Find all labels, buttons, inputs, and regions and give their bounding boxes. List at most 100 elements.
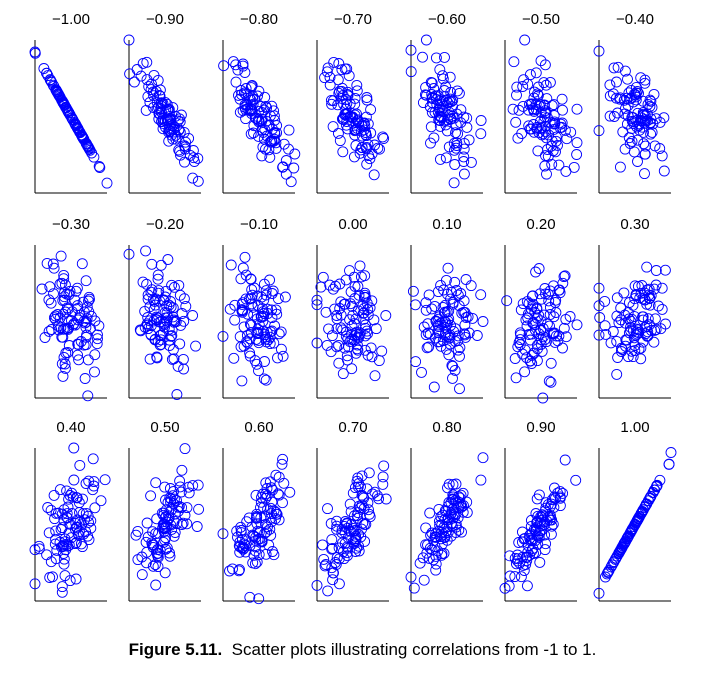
scatter-point: [277, 497, 288, 509]
scatter-point: [174, 475, 186, 487]
scatter-point: [611, 292, 623, 304]
scatter-point: [280, 168, 292, 180]
scatter-point: [236, 375, 248, 387]
scatter-point: [558, 271, 570, 283]
scatter-point: [266, 516, 277, 528]
scatter-point: [351, 108, 362, 120]
scatter-point: [73, 530, 85, 541]
scatter-point: [327, 283, 339, 295]
scatter-point: [454, 350, 465, 362]
scatter-point: [504, 570, 516, 582]
scatter-point: [82, 140, 94, 152]
scatter-point: [359, 322, 371, 334]
scatter-point: [453, 524, 465, 536]
scatter-point: [539, 59, 551, 71]
scatter-point: [29, 544, 41, 556]
scatter-point: [570, 474, 582, 486]
scatter-point: [434, 95, 446, 107]
scatter-point: [422, 539, 433, 551]
scatter-point: [439, 51, 450, 63]
scatter-point: [101, 177, 113, 189]
scatter-point: [74, 459, 86, 471]
scatter-point: [377, 471, 389, 483]
scatter-point: [361, 94, 373, 106]
scatter-point: [80, 137, 92, 149]
scatter-point: [477, 452, 489, 464]
scatter-point: [463, 327, 475, 339]
scatter-panel: 0.90: [499, 419, 582, 602]
scatter-point: [467, 312, 478, 324]
scatter-point: [369, 486, 381, 498]
scatter-point: [260, 285, 272, 297]
scatter-point: [141, 546, 153, 558]
scatter-point: [633, 343, 645, 355]
scatter-point: [135, 325, 147, 337]
scatter-panel: −0.50: [504, 11, 583, 194]
scatter-point: [158, 536, 170, 548]
scatter-point: [432, 336, 444, 348]
scatter-point: [628, 332, 640, 344]
scatter-point: [227, 56, 239, 68]
scatter-point: [378, 133, 390, 144]
scatter-point: [460, 274, 472, 285]
scatter-point: [183, 132, 195, 144]
scatter-point: [73, 354, 85, 366]
scatter-point: [283, 143, 294, 155]
scatter-point: [229, 314, 241, 326]
scatter-point: [544, 509, 556, 521]
scatter-point: [361, 143, 372, 155]
scatter-point: [41, 549, 53, 561]
scatter-point: [187, 310, 199, 321]
scatter-point: [458, 500, 469, 512]
scatter-point: [645, 128, 657, 140]
scatter-point: [250, 489, 262, 501]
scatter-point: [237, 60, 249, 72]
scatter-point: [452, 289, 464, 301]
scatter-point: [89, 366, 100, 378]
scatter-point: [152, 551, 164, 563]
scatter-point: [152, 561, 164, 573]
scatter-point: [357, 491, 369, 503]
scatter-point: [511, 81, 523, 93]
scatter-point: [593, 300, 605, 312]
scatter-point: [361, 325, 373, 337]
scatter-point: [519, 344, 531, 356]
scatter-point: [618, 94, 630, 106]
panel-title: 0.80: [432, 419, 461, 436]
scatter-point: [621, 92, 633, 104]
scatter-point: [273, 489, 285, 501]
scatter-point: [359, 270, 371, 282]
scatter-point: [521, 580, 533, 592]
scatter-point: [614, 161, 626, 173]
scatter-point: [571, 137, 583, 149]
scatter-point: [629, 340, 641, 351]
scatter-point: [252, 323, 264, 335]
scatter-point: [560, 313, 572, 325]
scatter-point: [323, 323, 335, 335]
scatter-point: [451, 85, 463, 97]
scatter-point: [167, 302, 179, 314]
scatter-point: [80, 478, 92, 489]
scatter-point: [337, 368, 349, 380]
scatter-point: [524, 355, 536, 367]
panel-title: 0.00: [338, 216, 367, 233]
panel-title: 0.60: [244, 419, 273, 436]
scatter-point: [251, 327, 263, 339]
scatter-point: [264, 523, 276, 535]
scatter-point: [149, 559, 161, 571]
scatter-point: [235, 521, 247, 533]
scatter-point: [537, 510, 549, 522]
figure-number: Figure 5.11.: [128, 640, 223, 659]
scatter-point: [644, 292, 656, 304]
scatter-point: [349, 129, 361, 141]
scatter-point: [77, 493, 88, 505]
scatter-point: [259, 124, 271, 136]
scatter-point: [360, 319, 371, 331]
scatter-point: [644, 492, 656, 504]
scatter-point: [62, 323, 74, 335]
scatter-point: [165, 493, 177, 505]
scatter-point: [641, 261, 653, 273]
scatter-point: [359, 535, 371, 547]
scatter-point: [328, 56, 340, 68]
scatter-point: [78, 306, 90, 318]
